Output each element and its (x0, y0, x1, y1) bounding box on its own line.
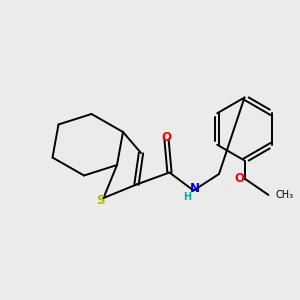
Text: S: S (96, 194, 104, 207)
Text: O: O (161, 130, 172, 144)
Text: H: H (183, 192, 191, 202)
Text: O: O (234, 172, 244, 185)
Text: N: N (190, 182, 200, 196)
Text: CH₃: CH₃ (276, 190, 294, 200)
